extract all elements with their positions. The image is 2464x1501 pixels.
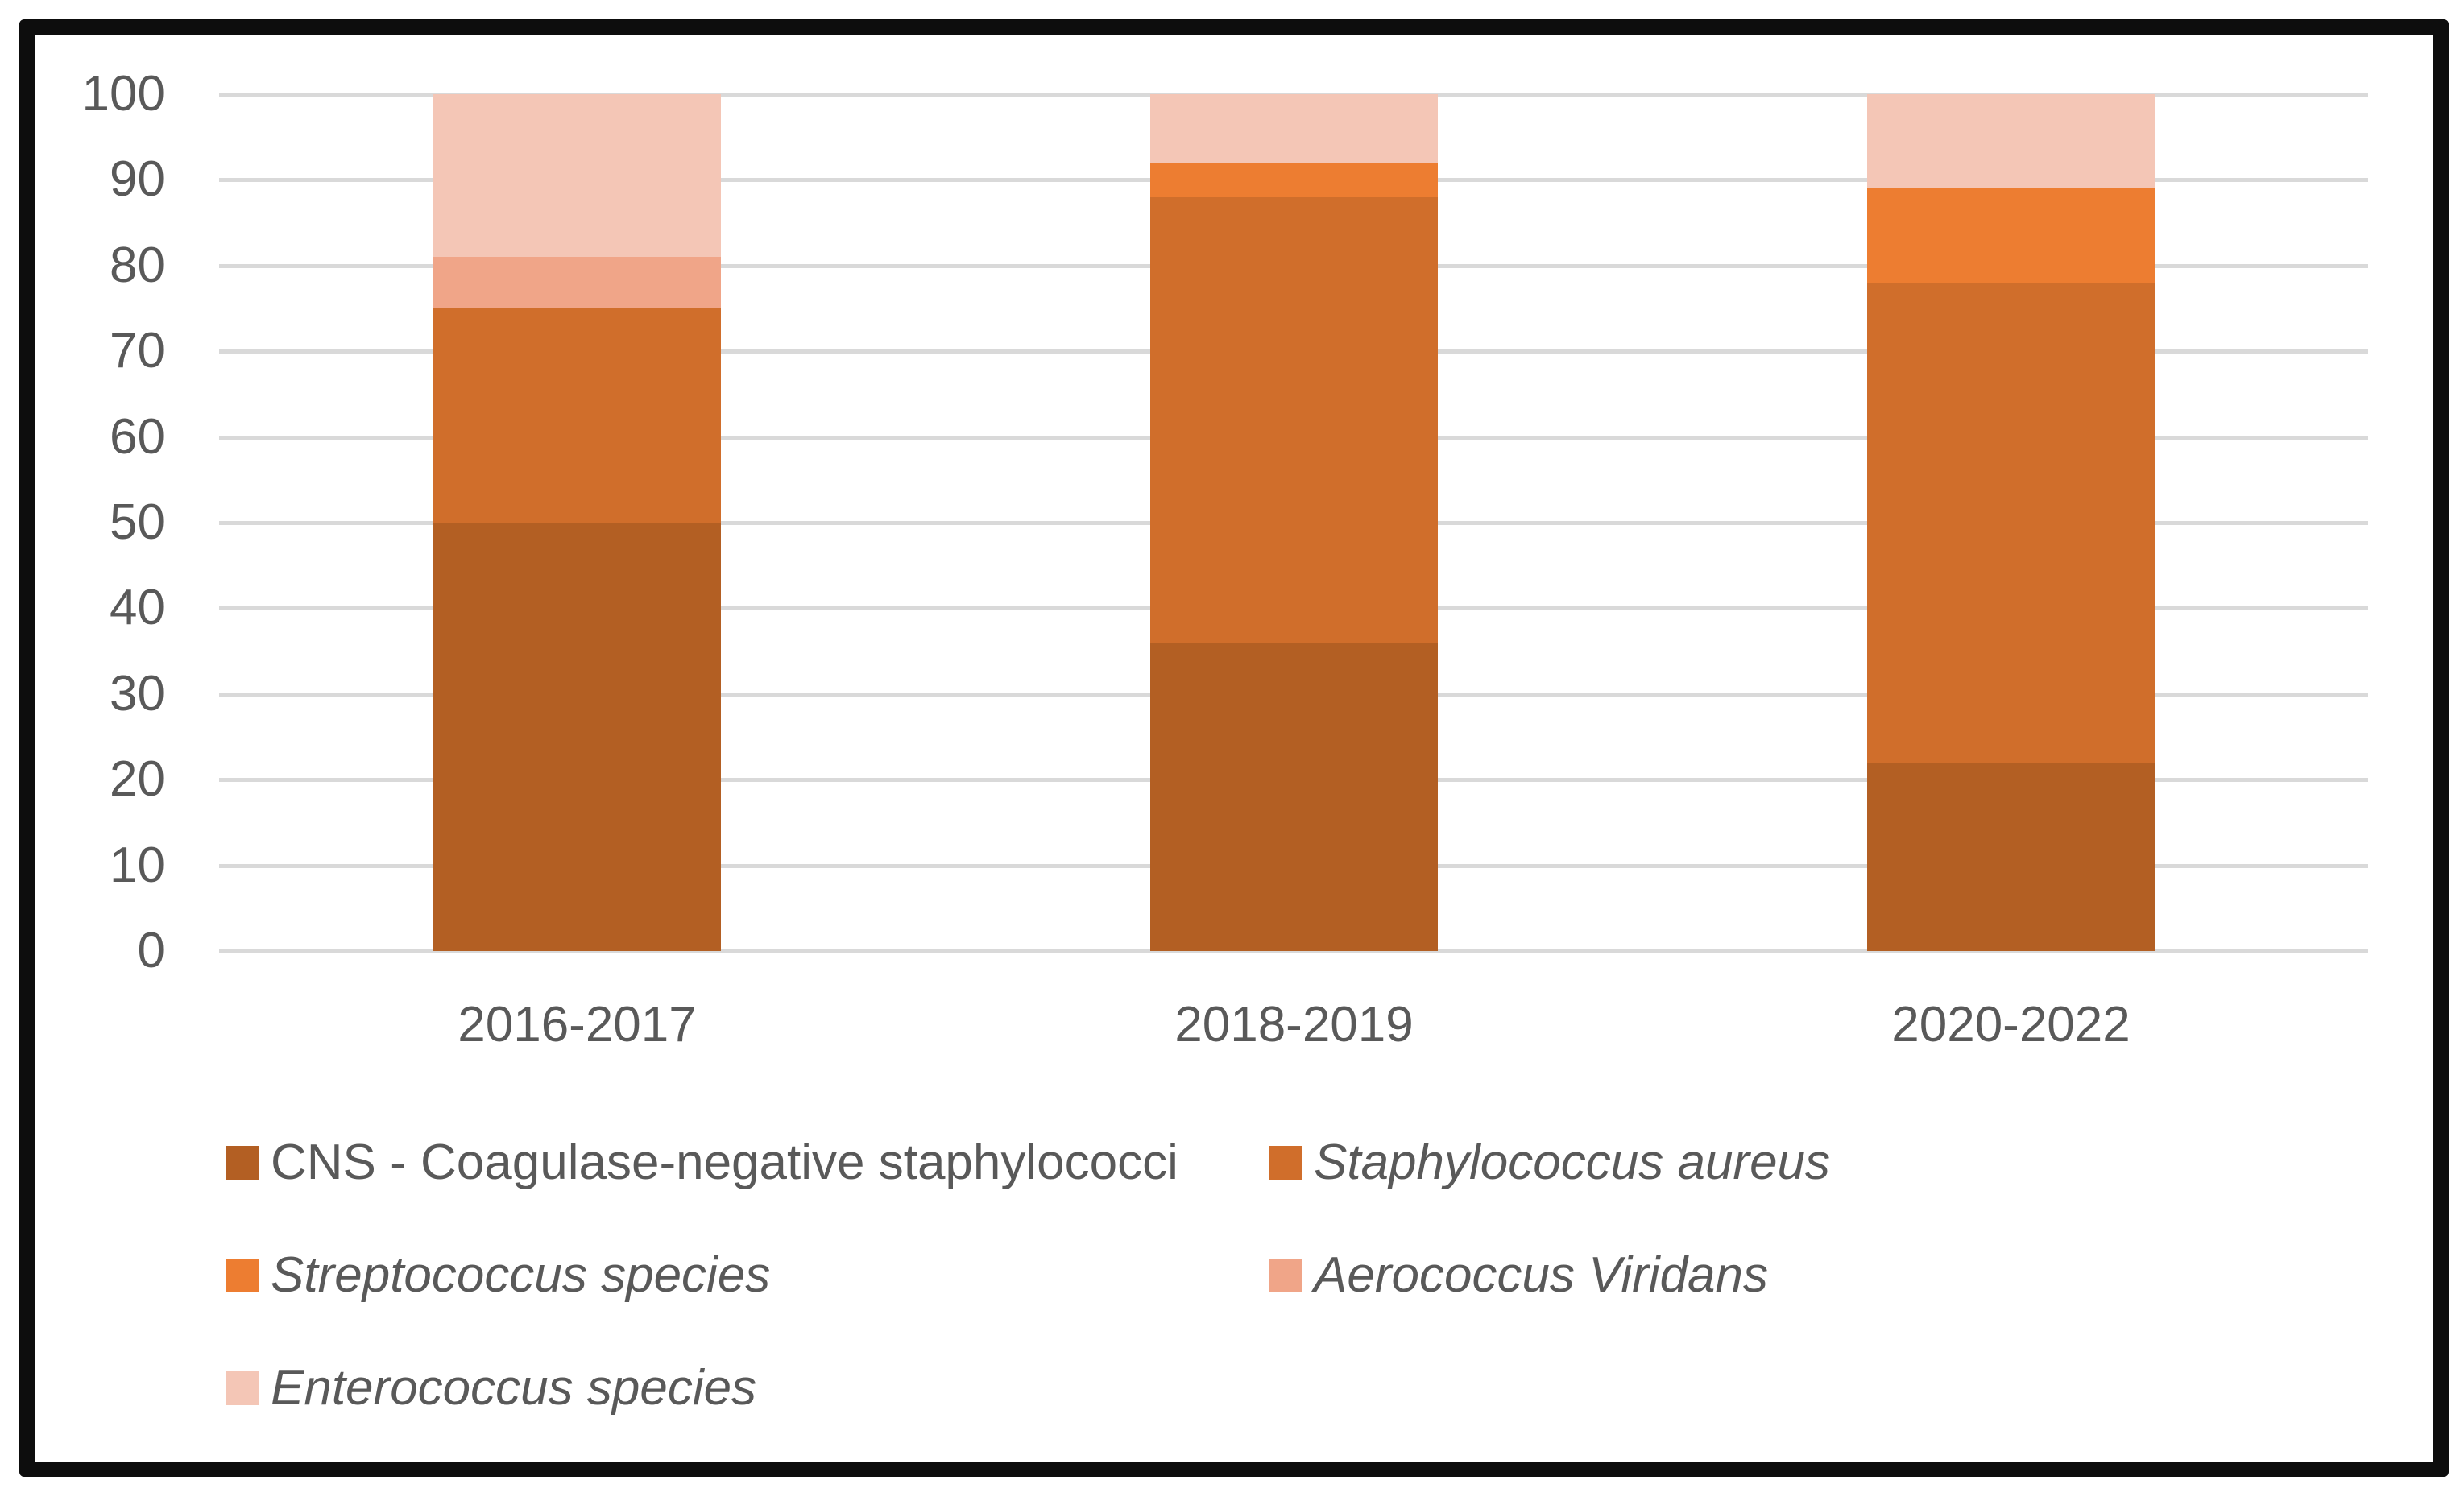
- y-tick-label-70: 70: [110, 323, 165, 379]
- legend-item: Aerococcus Viridans: [1269, 1249, 1768, 1302]
- legend-item: Staphylococcus aureus: [1269, 1136, 1830, 1189]
- legend-label: Streptococcus species: [271, 1247, 771, 1303]
- legend-label: Aerococcus Viridans: [1314, 1247, 1769, 1303]
- legend-item: Enterococcus species: [226, 1362, 756, 1415]
- category-label: 2018-2019: [1174, 997, 1414, 1052]
- y-tick-label-10: 10: [110, 837, 165, 893]
- y-tick-label-40: 40: [110, 580, 165, 636]
- legend-swatch-icon: [226, 1146, 259, 1180]
- category-label: 2020-2022: [1891, 997, 2131, 1052]
- y-tick-label-80: 80: [110, 237, 165, 293]
- bar-segment: [433, 94, 721, 258]
- bar-segment: [1867, 188, 2155, 283]
- bar-segment: [433, 308, 721, 523]
- bar-segment: [1150, 642, 1438, 951]
- bar-segment: [1150, 94, 1438, 163]
- legend-label: Enterococcus species: [271, 1360, 757, 1416]
- y-tick-label-90: 90: [110, 151, 165, 208]
- gridline-0: [219, 949, 2368, 953]
- y-tick-label-60: 60: [110, 408, 165, 465]
- legend-swatch-icon: [1269, 1259, 1302, 1292]
- legend-swatch-icon: [226, 1371, 259, 1405]
- legend-item: CNS - Coagulase-negative staphylococci: [226, 1136, 1178, 1189]
- y-tick-label-100: 100: [81, 66, 165, 122]
- bar-segment: [433, 523, 721, 951]
- bar-segment: [1867, 94, 2155, 189]
- legend-label: CNS - Coagulase-negative staphylococci: [271, 1135, 1178, 1190]
- bar-segment: [1150, 196, 1438, 643]
- legend-swatch-icon: [1269, 1146, 1302, 1180]
- y-tick-label-50: 50: [110, 494, 165, 550]
- y-tick-label-30: 30: [110, 665, 165, 722]
- bar-segment: [1867, 283, 2155, 763]
- y-tick-label-0: 0: [137, 923, 165, 978]
- legend-item: Streptococcus species: [226, 1249, 770, 1302]
- legend-swatch-icon: [226, 1259, 259, 1292]
- bar-segment: [433, 257, 721, 308]
- legend-label: Staphylococcus aureus: [1314, 1135, 1831, 1190]
- bar-segment: [1867, 762, 2155, 951]
- y-tick-label-20: 20: [110, 751, 165, 808]
- bar-segment: [1150, 163, 1438, 197]
- category-label: 2016-2017: [458, 997, 697, 1052]
